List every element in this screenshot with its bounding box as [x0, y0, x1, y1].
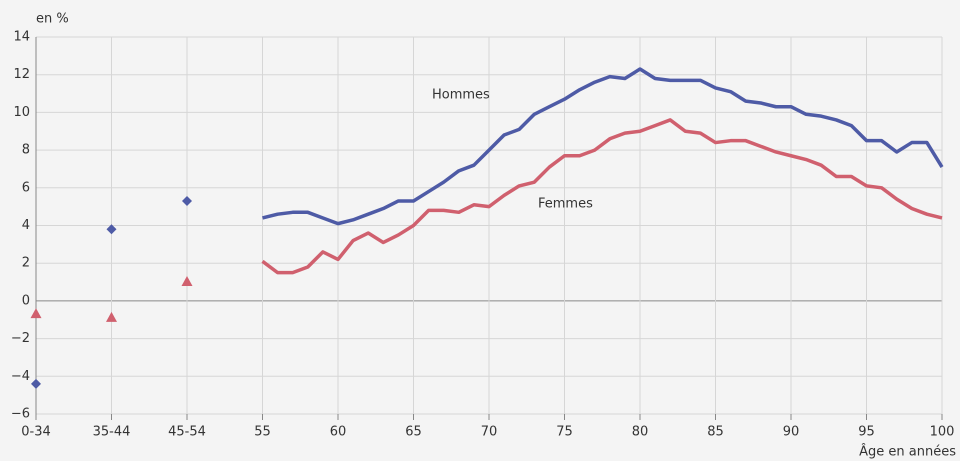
line — [261, 118, 943, 275]
y-tick-label: 8 — [22, 143, 30, 158]
x-tick-label: 75 — [556, 425, 573, 440]
y-tick-label: 0 — [22, 293, 30, 308]
y-tick-label: 2 — [22, 256, 30, 271]
x-tick-label: 85 — [707, 425, 724, 440]
point — [30, 308, 42, 319]
point — [182, 195, 192, 206]
y-tick-label: 10 — [13, 105, 30, 120]
y-tick-label: 6 — [22, 180, 30, 195]
point — [31, 378, 41, 389]
y-tick-label: −4 — [11, 369, 30, 384]
line — [262, 67, 944, 226]
y-tick-label: −2 — [11, 331, 30, 346]
x-tick-label: 65 — [405, 425, 422, 440]
y-tick-label: −6 — [11, 407, 30, 422]
y-tick-label: 4 — [22, 218, 30, 233]
y-axis-label: en % — [36, 12, 69, 27]
x-tick-label: 0-34 — [21, 425, 51, 440]
x-tick-label: 95 — [858, 425, 875, 440]
y-tick-label: 14 — [13, 30, 30, 45]
x-axis-label: Âge en années — [859, 444, 956, 460]
point — [181, 276, 193, 287]
series-label: Femmes — [538, 197, 593, 212]
x-tick-label: 90 — [783, 425, 800, 440]
x-tick-label: 35-44 — [93, 425, 131, 440]
x-tick-label: 100 — [930, 425, 955, 440]
point — [106, 224, 117, 235]
point — [106, 311, 117, 322]
series-label: Hommes — [432, 88, 490, 103]
x-tick-label: 70 — [481, 425, 498, 440]
y-tick-label: 12 — [13, 67, 30, 82]
x-tick-label: 45-54 — [168, 425, 206, 440]
x-tick-label: 60 — [330, 425, 347, 440]
x-tick-label: 80 — [632, 425, 649, 440]
x-tick-label: 55 — [254, 425, 271, 440]
